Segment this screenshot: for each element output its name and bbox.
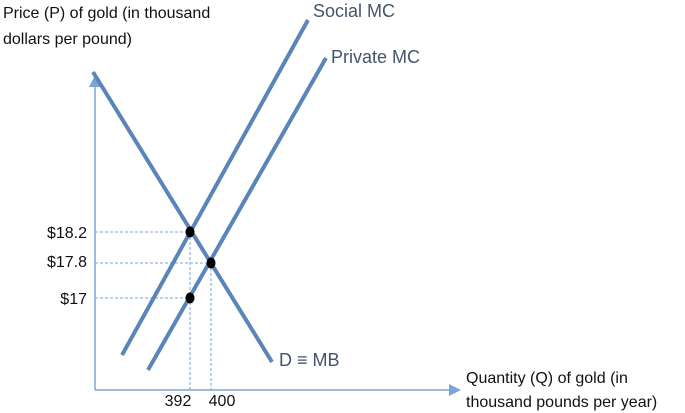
curve-label: Private MC <box>331 47 420 67</box>
price-label: $18.2 <box>47 225 87 242</box>
x-axis-title: thousand pounds per year) <box>466 394 657 411</box>
price-label: $17.8 <box>47 254 87 271</box>
quantity-label: 400 <box>209 393 236 410</box>
point <box>185 292 195 304</box>
curve-label: D ≡ MB <box>279 350 340 370</box>
y-axis-title: dollars per pound) <box>3 31 132 48</box>
curve-label: Social MC <box>313 1 395 21</box>
x-axis-title: Quantity (Q) of gold (in <box>466 370 628 387</box>
demand-curve <box>91 70 274 364</box>
price-label: $17 <box>60 291 87 308</box>
point <box>206 257 216 269</box>
y-axis-title: Price (P) of gold (in thousand <box>3 5 210 22</box>
point <box>185 226 195 238</box>
quantity-label: 392 <box>165 393 192 410</box>
social-mc-curve <box>120 19 310 356</box>
private-mc-curve <box>146 57 328 371</box>
